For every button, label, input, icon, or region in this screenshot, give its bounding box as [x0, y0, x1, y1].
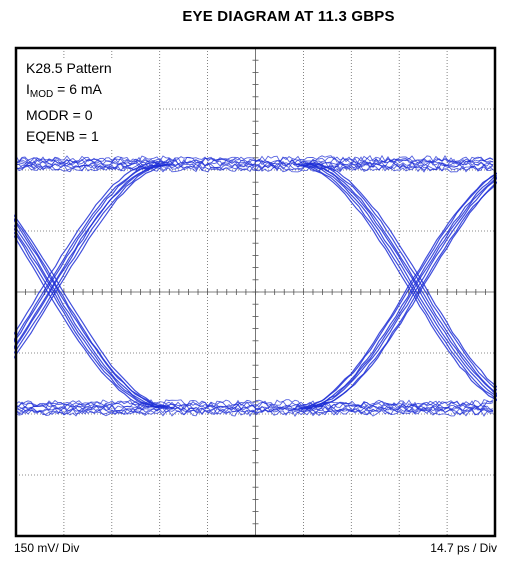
screen-border — [14, 46, 497, 538]
eye-rising-edge-trace — [14, 161, 160, 335]
eye-falling-edge-trace — [306, 163, 497, 391]
eye-rising-edge-trace — [14, 164, 162, 341]
pattern-label: K28.5 Pattern — [26, 60, 112, 76]
eye-rising-edge-trace — [308, 181, 497, 409]
eqenb-setting: EQENB = 1 — [26, 128, 99, 144]
eye-falling-edge-trace — [14, 235, 160, 409]
settings-legend: K28.5 Pattern IMOD = 6 mA MODR = 0 EQENB… — [18, 58, 159, 150]
eye-high-level-trace — [15, 157, 494, 165]
eye-rising-edge-trace — [14, 161, 170, 350]
eye-low-level-trace — [15, 401, 494, 409]
eye-low-level-trace — [15, 400, 494, 408]
eye-rising-edge-trace — [14, 164, 167, 349]
eye-rising-edge-trace — [14, 163, 173, 355]
scope-screen — [14, 46, 497, 538]
eye-rising-edge-trace — [14, 164, 175, 359]
eye-falling-edge-trace — [14, 214, 175, 409]
eye-high-level-trace — [15, 163, 494, 172]
eye-low-level-trace — [15, 408, 494, 416]
eye-low-level-trace — [15, 405, 494, 413]
imod-symbol: I — [26, 81, 30, 97]
eye-falling-edge-trace — [14, 227, 165, 408]
imod-subscript: MOD — [29, 89, 54, 100]
eye-falling-edge-trace — [298, 164, 497, 398]
eye-falling-edge-trace — [14, 219, 170, 408]
imod-setting: IMOD = 6 mA — [26, 79, 159, 105]
eye-rising-edge-trace — [306, 181, 497, 410]
eye-high-level-trace — [15, 161, 494, 169]
imod-value: = 6 mA — [53, 81, 102, 97]
eye-rising-edge-trace — [14, 162, 165, 343]
eye-high-level-trace — [15, 165, 494, 173]
eye-diagram-plot — [14, 46, 497, 538]
horizontal-scale-label: 14.7 ps / Div — [430, 541, 497, 555]
eye-falling-edge-trace — [14, 217, 173, 410]
vertical-scale-label: 150 mV/ Div — [14, 541, 80, 555]
eye-falling-edge-trace — [295, 163, 497, 401]
eye-low-level-trace — [15, 404, 494, 412]
eye-low-level-trace — [15, 409, 493, 417]
eye-falling-edge-trace — [293, 163, 497, 402]
eye-falling-edge-trace — [14, 231, 162, 409]
modr-setting: MODR = 0 — [26, 107, 93, 123]
chart-title: EYE DIAGRAM AT 11.3 GBPS — [182, 8, 395, 25]
eye-high-level-trace — [15, 160, 494, 168]
eye-falling-edge-trace — [300, 162, 497, 397]
eye-falling-edge-trace — [14, 224, 168, 409]
